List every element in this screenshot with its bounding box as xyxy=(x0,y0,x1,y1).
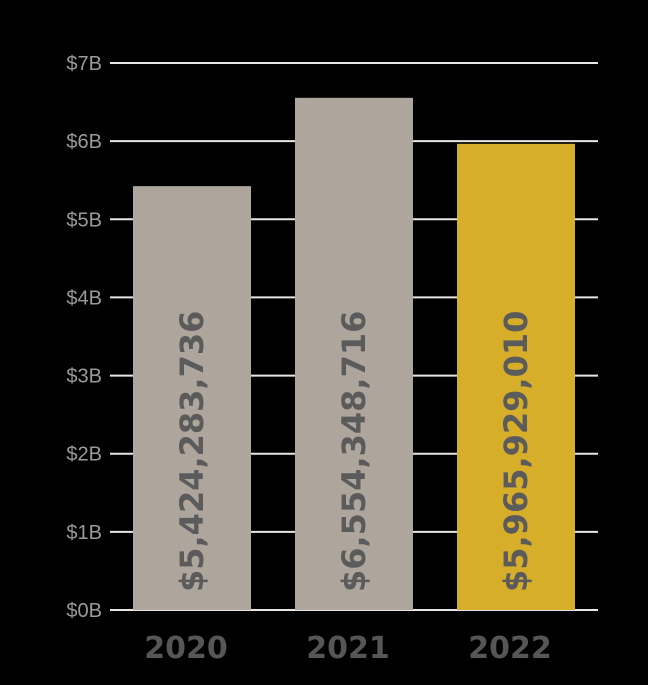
bar-2022 xyxy=(457,143,575,610)
y-tick-label: $1B xyxy=(66,522,102,544)
axes: $0B $1B $2B $3B $4B $5B $6B $7B 2020 2021 2022 xyxy=(66,53,551,666)
x-tick-label-2020: 2020 xyxy=(144,631,228,666)
data-label-2021: $6,554,348,716 xyxy=(335,311,373,592)
y-tick-label: $4B xyxy=(66,287,102,309)
bar-2020 xyxy=(133,186,251,610)
data-label-2020: $5,424,283,736 xyxy=(173,311,211,592)
y-tick-label: $7B xyxy=(66,53,102,75)
bars: $5,424,283,736 $6,554,348,716 $5,965,929,0… xyxy=(133,97,575,610)
y-tick-label: $6B xyxy=(66,131,102,153)
bar-2021 xyxy=(295,97,413,610)
y-tick-label: $0B xyxy=(66,600,102,622)
y-tick-label: $2B xyxy=(66,444,102,466)
x-tick-label-2022: 2022 xyxy=(468,631,552,666)
data-label-2022: $5,965,929,010 xyxy=(497,311,535,592)
x-tick-label-2021: 2021 xyxy=(306,631,390,666)
y-tick-label: $3B xyxy=(66,366,102,388)
y-tick-label: $5B xyxy=(66,209,102,231)
